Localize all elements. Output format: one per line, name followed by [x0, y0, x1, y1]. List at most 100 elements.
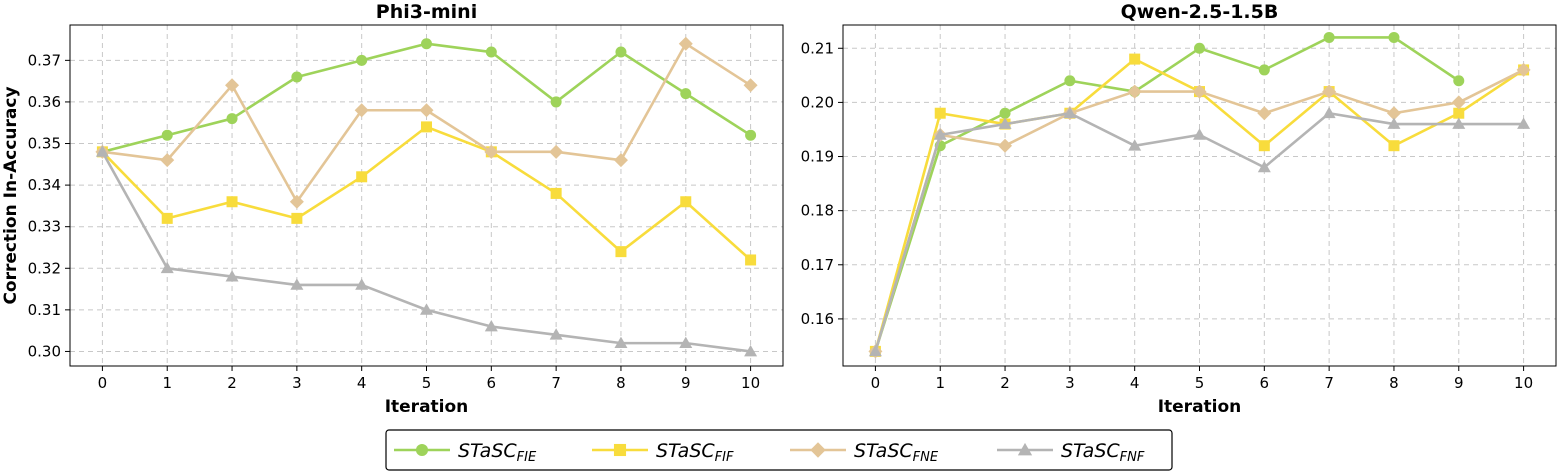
- data-point-fnf: [1257, 160, 1271, 173]
- data-point-fie: [745, 129, 757, 141]
- data-point-fne: [549, 144, 564, 159]
- legend: STaSCFIE STaSCFIF STaSCFNE STaSCFNF: [385, 429, 1173, 471]
- x-tick-label: 4: [357, 374, 367, 392]
- data-point-fif: [226, 196, 238, 208]
- y-axis-label: Correction In-Accuracy: [1, 86, 21, 304]
- x-tick-label: 8: [1389, 374, 1399, 392]
- legend-label-fie: STaSCFIE: [458, 440, 537, 465]
- data-point-fnf: [1517, 117, 1531, 129]
- legend-marker-fnf: [1017, 442, 1033, 456]
- data-point-fnf: [744, 344, 758, 357]
- x-tick-label: 7: [1324, 374, 1334, 392]
- data-point-fie: [291, 71, 303, 83]
- legend-box: [385, 429, 1173, 471]
- y-tick-label: 0.36: [28, 93, 61, 111]
- data-point-fne: [678, 36, 693, 51]
- data-point-fnf: [1387, 117, 1401, 129]
- data-point-fie: [615, 46, 627, 58]
- data-point-fie: [1388, 31, 1400, 43]
- data-point-fif: [161, 212, 173, 224]
- x-tick-label: 3: [1065, 374, 1075, 392]
- data-point-fnf: [290, 278, 304, 290]
- x-tick-label: 1: [162, 374, 172, 392]
- legend-label-base: STaSC: [1061, 440, 1120, 462]
- data-point-fif: [680, 196, 692, 208]
- data-point-fnf: [355, 278, 369, 290]
- data-point-fie: [680, 88, 692, 100]
- data-point-fif: [1258, 140, 1270, 152]
- x-tick-label: 10: [741, 374, 760, 392]
- y-tick-label: 0.34: [28, 176, 61, 194]
- data-point-fnf: [1193, 128, 1206, 140]
- y-tick-label: 0.21: [801, 39, 834, 57]
- data-point-fif: [421, 121, 432, 133]
- data-point-fnf: [225, 270, 239, 282]
- data-point-fne: [1192, 84, 1207, 99]
- x-tick-label: 5: [1195, 374, 1205, 392]
- data-point-fne: [484, 144, 499, 159]
- data-point-fne: [1257, 106, 1272, 121]
- data-point-fnf: [1322, 106, 1336, 119]
- data-point-fif: [356, 171, 368, 183]
- data-point-fne: [1451, 95, 1466, 110]
- data-point-fnf: [1128, 139, 1142, 151]
- data-point-fnf: [614, 336, 628, 349]
- data-point-fie: [550, 96, 562, 108]
- data-point-fif: [291, 212, 303, 224]
- data-point-fnf: [549, 328, 563, 340]
- plot-frame: [842, 24, 1557, 367]
- data-point-fne: [1516, 62, 1531, 77]
- data-point-fnf: [420, 303, 433, 315]
- data-point-fie: [161, 129, 173, 141]
- y-tick-label: 0.32: [28, 259, 61, 277]
- data-point-fne: [419, 103, 434, 118]
- data-point-fif: [745, 254, 757, 266]
- data-point-fne: [1322, 84, 1337, 99]
- data-point-fie: [1453, 75, 1465, 87]
- x-tick-label: 10: [1514, 374, 1533, 392]
- data-point-fie: [999, 107, 1011, 119]
- x-tick-label: 5: [422, 374, 432, 392]
- x-tick-label: 6: [1260, 374, 1270, 392]
- data-point-fne: [354, 103, 369, 118]
- data-point-fnf: [1452, 117, 1466, 129]
- legend-marker-fif: [613, 443, 627, 457]
- x-tick-label: 0: [871, 374, 881, 392]
- data-point-fne: [743, 78, 758, 93]
- data-point-fne: [225, 78, 240, 93]
- legend-label-fif: STaSCFIF: [656, 440, 734, 465]
- legend-label-subscript: FIE: [517, 450, 537, 465]
- x-tick-label: 9: [681, 374, 691, 392]
- x-tick-label: 4: [1130, 374, 1140, 392]
- data-point-fnf: [998, 117, 1012, 129]
- data-point-fie: [1258, 64, 1270, 76]
- data-point-fne: [998, 138, 1013, 153]
- data-point-fie: [1323, 31, 1335, 43]
- data-point-fif: [615, 246, 627, 258]
- x-tick-label: 9: [1454, 374, 1464, 392]
- legend-label-subscript: FNF: [1120, 450, 1145, 465]
- x-tick-label: 2: [1000, 374, 1010, 392]
- x-axis-label: Iteration: [385, 397, 469, 417]
- data-point-fne: [160, 153, 175, 168]
- y-tick-label: 0.33: [28, 218, 61, 236]
- data-point-fie: [421, 38, 432, 50]
- legend-marker-fne: [810, 442, 826, 458]
- y-tick-label: 0.17: [801, 256, 834, 274]
- y-tick-label: 0.35: [28, 135, 61, 153]
- y-tick-label: 0.31: [28, 301, 61, 319]
- data-point-fif: [550, 187, 562, 199]
- legend-label-subscript: FIF: [715, 450, 734, 465]
- chart-qwen-2-5-1-5b: 0 1 2 3 4 5 6 7 8 9 10 0.16 0.17 0.18 0.19 0.20 0.21 Qwen…: [801, 1, 1557, 417]
- y-tick-label: 0.30: [28, 342, 61, 360]
- data-point-fne: [1127, 84, 1142, 99]
- chart-title: Qwen-2.5-1.5B: [1121, 1, 1279, 23]
- legend-label-base: STaSC: [854, 440, 913, 462]
- x-tick-label: 6: [487, 374, 497, 392]
- chart-phi3-mini: 0 1 2 3 4 5 6 7 8 9 10 0.30 0.31 0.32 0.33 0.34 0.35 0.36…: [1, 1, 784, 417]
- data-point-fif: [1129, 53, 1141, 65]
- x-tick-label: 0: [98, 374, 108, 392]
- data-point-fne: [613, 153, 628, 168]
- data-point-fnf: [679, 336, 693, 349]
- legend-label-subscript: FNE: [913, 450, 939, 465]
